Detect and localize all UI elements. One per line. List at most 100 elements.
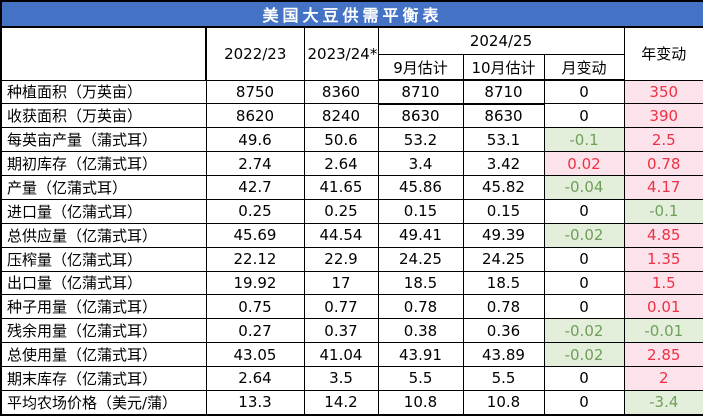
corner-cell <box>0 26 207 81</box>
cell-sep-estimate: 5.5 <box>377 366 464 391</box>
table-row: 总使用量（亿蒲式耳） 43.05 41.04 43.91 43.89 -0.02 2.85 <box>0 342 703 367</box>
table-row: 出口量（亿蒲式耳） 19.92 17 18.5 18.5 0 1.5 <box>0 270 703 296</box>
row-label: 每英亩产量（蒲式耳） <box>0 127 207 153</box>
cell-month-change: 0 <box>543 198 625 224</box>
cell-2023-24: 0.37 <box>303 318 379 344</box>
table-row: 进口量（亿蒲式耳） 0.25 0.25 0.15 0.15 0 -0.1 <box>0 198 703 224</box>
row-label: 收获面积（万英亩） <box>0 103 207 129</box>
column-header-sep-estimate: 9月估计 <box>377 54 464 81</box>
cell-sep-estimate: 18.5 <box>377 270 464 296</box>
table-row: 收获面积（万英亩） 8620 8240 8630 8630 0 390 <box>0 103 703 129</box>
cell-year-change: 350 <box>623 79 703 105</box>
cell-year-change: 2.85 <box>623 342 703 367</box>
cell-sep-estimate: 43.91 <box>377 342 464 367</box>
cell-oct-estimate: 3.42 <box>462 151 545 176</box>
table-body: 种植面积（万英亩） 8750 8360 8710 8710 0 350 收获面积（万英亩） 86… <box>0 79 703 416</box>
cell-oct-estimate: 8710 <box>462 79 545 105</box>
cell-sep-estimate: 53.2 <box>377 127 464 153</box>
cell-2023-24: 2.64 <box>303 151 379 176</box>
column-header-oct-estimate: 10月估计 <box>462 54 545 81</box>
table-row: 种植面积（万英亩） 8750 8360 8710 8710 0 350 <box>0 79 703 105</box>
row-label: 种子用量（亿蒲式耳） <box>0 294 207 320</box>
row-label: 总使用量（亿蒲式耳） <box>0 342 207 367</box>
cell-year-change: 4.85 <box>623 222 703 248</box>
row-label: 进口量（亿蒲式耳） <box>0 198 207 224</box>
cell-year-change: -3.4 <box>623 389 703 416</box>
header-row-main: 2022/23 2023/24* 2024/25 年变动 <box>0 26 703 81</box>
cell-year-change: 390 <box>623 103 703 129</box>
cell-sep-estimate: 49.41 <box>377 222 464 248</box>
cell-sep-estimate: 24.25 <box>377 246 464 272</box>
row-label: 期初库存（亿蒲式耳） <box>0 151 207 176</box>
cell-oct-estimate: 10.8 <box>462 389 545 416</box>
cell-year-change: 1.35 <box>623 246 703 272</box>
cell-year-change: 2 <box>623 366 703 391</box>
page-title: 美国大豆供需平衡表 <box>0 0 703 28</box>
table-row: 期初库存（亿蒲式耳） 2.74 2.64 3.4 3.42 0.02 0.78 <box>0 151 703 176</box>
cell-2022-23: 2.74 <box>205 151 305 176</box>
cell-2023-24: 50.6 <box>303 127 379 153</box>
row-label: 压榨量（亿蒲式耳） <box>0 246 207 272</box>
table-row: 种子用量（亿蒲式耳） 0.75 0.77 0.78 0.78 0 0.01 <box>0 294 703 320</box>
row-label: 总供应量（亿蒲式耳） <box>0 222 207 248</box>
row-label: 种植面积（万英亩） <box>0 79 207 105</box>
cell-oct-estimate: 5.5 <box>462 366 545 391</box>
cell-2022-23: 22.12 <box>205 246 305 272</box>
cell-2022-23: 8620 <box>205 103 305 129</box>
cell-oct-estimate: 0.15 <box>462 198 545 224</box>
cell-sep-estimate: 3.4 <box>377 151 464 176</box>
cell-month-change: 0 <box>543 366 625 391</box>
table-row: 总供应量（亿蒲式耳） 45.69 44.54 49.41 49.39 -0.02 4.85 <box>0 222 703 248</box>
cell-oct-estimate: 0.78 <box>462 294 545 320</box>
cell-2023-24: 41.04 <box>303 342 379 367</box>
row-label: 出口量（亿蒲式耳） <box>0 270 207 296</box>
cell-sep-estimate: 0.78 <box>377 294 464 320</box>
table-row: 每英亩产量（蒲式耳） 49.6 50.6 53.2 53.1 -0.1 2.5 <box>0 127 703 153</box>
column-header-2022-23: 2022/23 <box>205 26 305 81</box>
cell-oct-estimate: 45.82 <box>462 175 545 200</box>
header-row-sub: 9月估计 10月估计 月变动 <box>1 54 703 81</box>
cell-2023-24: 41.65 <box>303 175 379 200</box>
column-header-2024-25-group: 2024/25 <box>377 26 625 55</box>
cell-sep-estimate: 0.15 <box>377 198 464 224</box>
cell-2022-23: 0.25 <box>205 198 305 224</box>
cell-2022-23: 19.92 <box>205 270 305 296</box>
table-row: 期末库存（亿蒲式耳） 2.64 3.5 5.5 5.5 0 2 <box>0 366 703 391</box>
cell-month-change: 0 <box>543 246 625 272</box>
table-row: 残余用量（亿蒲式耳） 0.27 0.37 0.38 0.36 -0.02 -0.01 <box>0 318 703 344</box>
cell-2023-24: 3.5 <box>303 366 379 391</box>
cell-2023-24: 44.54 <box>303 222 379 248</box>
cell-2022-23: 0.75 <box>205 294 305 320</box>
cell-2023-24: 14.2 <box>303 389 379 416</box>
cell-2022-23: 0.27 <box>205 318 305 344</box>
table-row: 压榨量（亿蒲式耳） 22.12 22.9 24.25 24.25 0 1.35 <box>0 246 703 272</box>
cell-2022-23: 43.05 <box>205 342 305 367</box>
cell-month-change: 0.02 <box>543 151 625 176</box>
cell-sep-estimate: 8630 <box>377 103 464 129</box>
cell-2022-23: 2.64 <box>205 366 305 391</box>
cell-year-change: 4.17 <box>623 175 703 200</box>
cell-month-change: -0.02 <box>543 318 625 344</box>
cell-year-change: 2.5 <box>623 127 703 153</box>
cell-2023-24: 0.77 <box>303 294 379 320</box>
cell-sep-estimate: 8710 <box>377 79 464 105</box>
cell-oct-estimate: 43.89 <box>462 342 545 367</box>
cell-oct-estimate: 8630 <box>462 103 545 129</box>
cell-month-change: 0 <box>543 103 625 129</box>
cell-oct-estimate: 18.5 <box>462 270 545 296</box>
title-bar: 美国大豆供需平衡表 <box>0 0 703 28</box>
cell-month-change: -0.02 <box>543 342 625 367</box>
cell-month-change: 0 <box>543 270 625 296</box>
cell-month-change: -0.02 <box>543 222 625 248</box>
cell-sep-estimate: 0.38 <box>377 318 464 344</box>
cell-oct-estimate: 0.36 <box>462 318 545 344</box>
cell-month-change: -0.1 <box>543 127 625 153</box>
cell-2022-23: 13.3 <box>205 389 305 416</box>
cell-year-change: 1.5 <box>623 270 703 296</box>
cell-2023-24: 0.25 <box>303 198 379 224</box>
cell-2022-23: 45.69 <box>205 222 305 248</box>
cell-2023-24: 22.9 <box>303 246 379 272</box>
cell-year-change: -0.1 <box>623 198 703 224</box>
cell-2022-23: 49.6 <box>205 127 305 153</box>
cell-2022-23: 42.7 <box>205 175 305 200</box>
